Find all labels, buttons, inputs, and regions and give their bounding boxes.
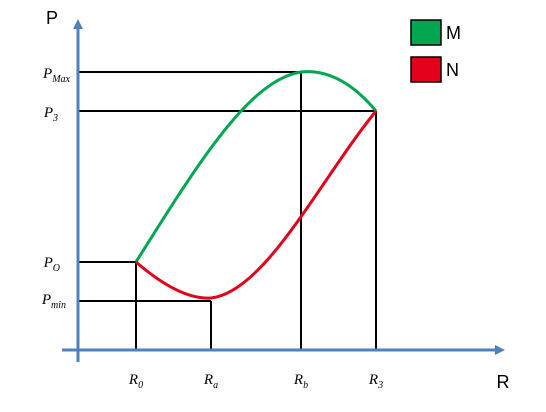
curve-m [134,70,378,263]
guides [78,71,377,350]
curve-n [135,110,378,300]
legend-swatch [410,19,442,46]
y-axis-label: P [46,8,58,28]
y-label: Pmin [41,292,66,311]
x-label: R3 [368,372,383,391]
x-label: R0 [128,372,143,391]
legend-label: M [446,23,461,43]
y-label: PMax [42,66,71,85]
legend-label: N [446,60,459,80]
x-label: Ra [203,372,218,391]
y-label: P3 [43,105,58,124]
legend-swatch [410,56,442,83]
x-label: Rb [293,372,308,391]
y-label: PO [43,255,60,274]
x-axis-label: R [497,372,510,392]
